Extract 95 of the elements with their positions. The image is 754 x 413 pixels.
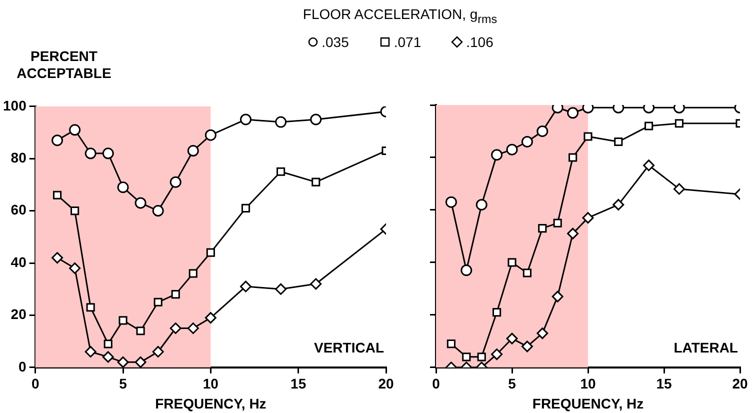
- point: [614, 137, 623, 146]
- point: [102, 351, 114, 363]
- point: [152, 205, 164, 217]
- annotation: LATERAL: [674, 339, 738, 356]
- point: [171, 290, 180, 299]
- point: [84, 148, 96, 160]
- point: [477, 352, 486, 362]
- point: [154, 298, 162, 306]
- annotation: VERTICAL: [314, 339, 384, 356]
- point: [644, 122, 654, 130]
- point: [240, 114, 252, 126]
- x-tick-label: 5: [508, 376, 516, 392]
- point: [506, 144, 518, 156]
- point: [276, 167, 286, 176]
- point: [506, 332, 518, 344]
- point: [69, 262, 81, 274]
- point: [52, 134, 64, 146]
- point: [84, 346, 96, 358]
- point: [553, 218, 562, 228]
- point: [538, 224, 547, 233]
- point: [52, 190, 62, 200]
- point: [476, 198, 488, 210]
- y-tick-label: 40: [10, 254, 27, 270]
- point: [241, 204, 250, 212]
- point: [275, 116, 287, 128]
- point: [310, 114, 322, 126]
- point: [134, 197, 146, 209]
- point: [102, 148, 114, 160]
- point: [104, 340, 112, 348]
- x-tick-label: 0: [432, 376, 440, 392]
- y-tick-label: 100: [3, 97, 27, 114]
- point: [491, 149, 503, 161]
- x-tick-label: 0: [31, 376, 40, 392]
- point: [152, 346, 164, 358]
- point: [522, 268, 532, 278]
- point: [567, 107, 579, 119]
- point: [462, 352, 471, 362]
- point: [460, 264, 472, 276]
- y-tick-label: 0: [18, 358, 27, 374]
- point: [187, 145, 199, 157]
- point: [508, 258, 516, 267]
- point: [86, 303, 95, 312]
- point: [674, 119, 684, 128]
- x-tick-label: 10: [580, 376, 596, 392]
- point: [492, 308, 502, 317]
- point: [240, 280, 252, 292]
- point: [275, 283, 287, 295]
- point: [521, 136, 533, 148]
- point: [568, 153, 578, 162]
- point: [552, 290, 564, 302]
- point: [118, 316, 128, 325]
- point: [187, 322, 199, 334]
- point: [521, 340, 533, 352]
- point: [445, 196, 457, 208]
- point: [446, 340, 456, 348]
- point: [134, 356, 146, 368]
- point: [70, 206, 80, 216]
- point: [136, 326, 145, 336]
- point: [117, 182, 129, 194]
- point: [204, 129, 216, 141]
- point: [612, 198, 624, 210]
- legend-label: .071: [394, 34, 422, 50]
- x-tick-label: 20: [378, 376, 394, 392]
- y-tick-label: 20: [10, 306, 27, 322]
- legend-label: .106: [466, 34, 494, 50]
- point: [117, 356, 129, 368]
- x-axis-title: FREQUENCY, Hz: [532, 395, 644, 412]
- x-tick-label: 15: [290, 376, 306, 392]
- point: [582, 212, 594, 224]
- legend-title: FLOOR ACCELERATION, g$_{rms}$: [302, 6, 498, 26]
- x-axis-title: FREQUENCY, Hz: [155, 395, 266, 412]
- legend-label: .035: [322, 34, 349, 50]
- point: [567, 228, 579, 240]
- point: [310, 278, 322, 290]
- point: [69, 124, 81, 136]
- point: [312, 178, 320, 186]
- point: [204, 312, 216, 324]
- point: [643, 160, 655, 172]
- x-tick-label: 15: [656, 376, 672, 392]
- point: [170, 176, 182, 188]
- point: [673, 183, 685, 195]
- point: [491, 348, 503, 360]
- y-axis-title: PERCENT ACCEPTABLE: [16, 48, 112, 82]
- point: [170, 322, 182, 334]
- point: [52, 252, 64, 264]
- y-tick-label: 60: [10, 202, 27, 218]
- point: [536, 328, 548, 340]
- point: [536, 125, 548, 137]
- point: [188, 269, 198, 278]
- x-tick-label: 20: [732, 376, 748, 392]
- point: [584, 132, 592, 141]
- y-tick-label: 80: [10, 149, 27, 166]
- x-tick-label: 5: [119, 376, 128, 392]
- x-tick-label: 10: [202, 376, 219, 392]
- point: [206, 248, 215, 257]
